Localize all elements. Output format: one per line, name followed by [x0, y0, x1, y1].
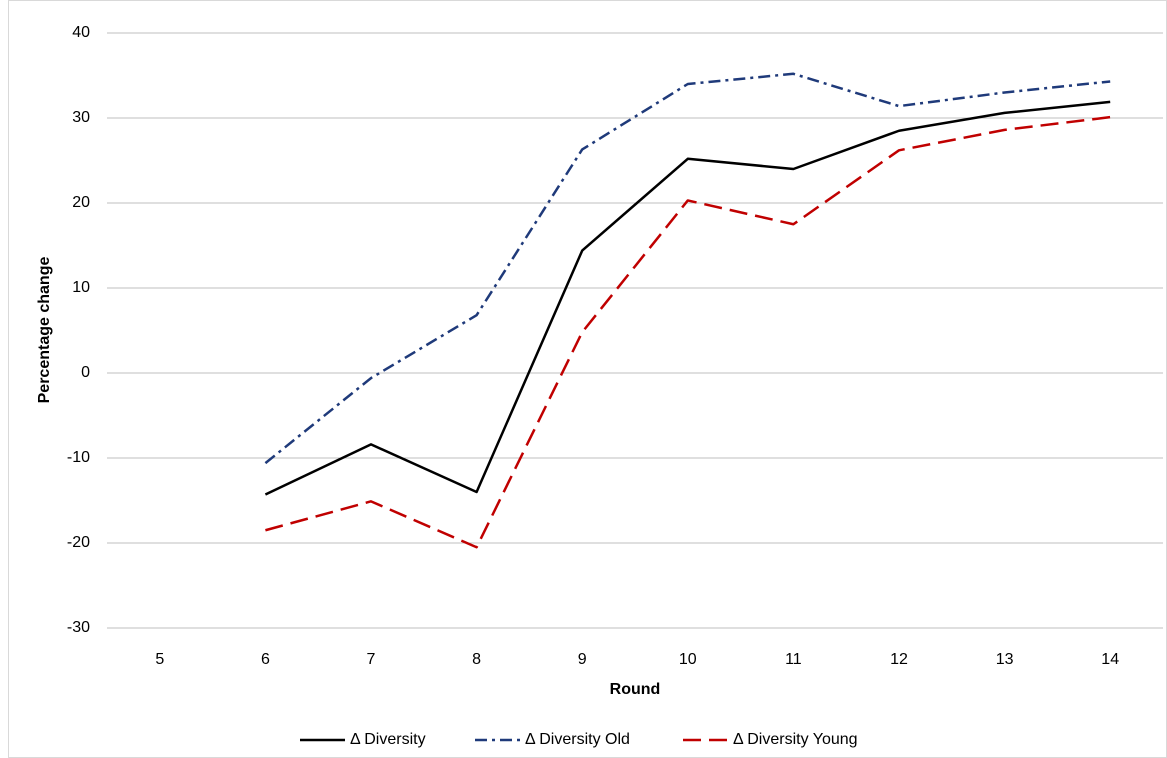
x-tick-label: 10: [679, 651, 697, 668]
y-tick-label: -30: [67, 619, 90, 636]
x-tick-label: 14: [1101, 651, 1119, 668]
legend-label: Δ Diversity Old: [525, 731, 630, 748]
y-tick-label: 20: [72, 194, 90, 211]
series-line: [264, 100, 1111, 496]
x-tick-label: 12: [890, 651, 908, 668]
x-tick-label: 8: [472, 651, 481, 668]
y-tick-label: 40: [72, 24, 90, 41]
x-tick-label: 5: [155, 651, 164, 668]
x-tick-label: 9: [578, 651, 587, 668]
y-axis-title: Percentage change: [36, 257, 53, 404]
x-tick-label: 7: [367, 651, 376, 668]
series-line: [265, 115, 1111, 549]
legend-label: Δ Diversity Young: [733, 731, 858, 748]
x-tick-label: 11: [785, 651, 802, 668]
series-line: [264, 72, 1111, 465]
y-tick-label: -20: [67, 534, 90, 551]
x-axis-title: Round: [610, 681, 661, 698]
legend-label: Δ Diversity: [350, 731, 426, 748]
x-tick-label: 6: [261, 651, 270, 668]
y-tick-label: -10: [67, 449, 90, 466]
x-tick-label: 13: [996, 651, 1014, 668]
y-tick-label: 10: [72, 279, 90, 296]
chart-frame: [8, 0, 1167, 758]
y-tick-label: 0: [81, 364, 90, 381]
y-tick-label: 30: [72, 109, 90, 126]
